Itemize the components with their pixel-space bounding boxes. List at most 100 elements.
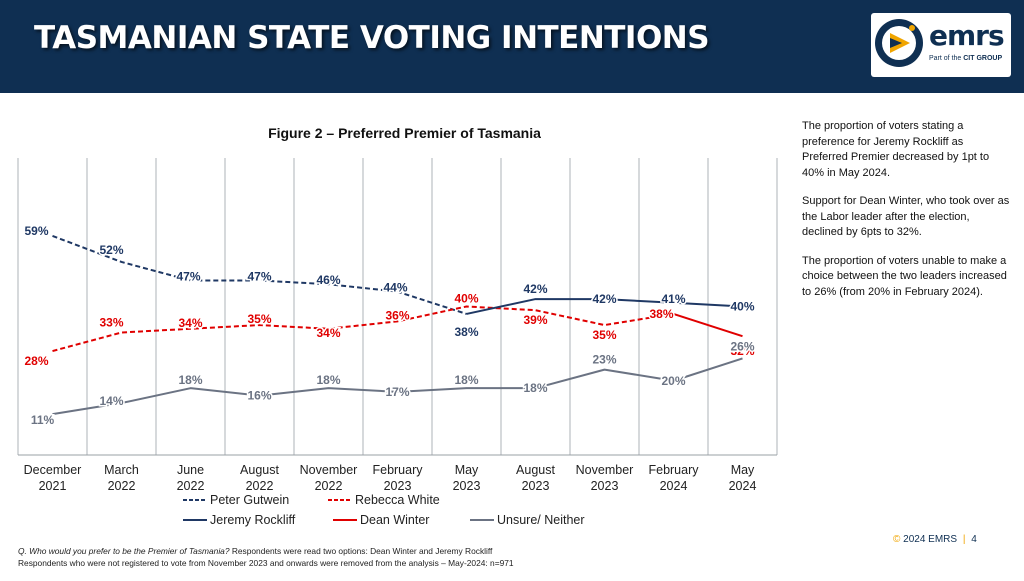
x-tick-label-line: August bbox=[516, 463, 555, 477]
x-tick-label-line: December bbox=[24, 463, 82, 477]
copyright-text: 2024 EMRS bbox=[903, 534, 958, 545]
data-label: 26% bbox=[730, 339, 754, 353]
legend-label: Rebecca White bbox=[355, 493, 440, 507]
x-tick-label: May 2023 bbox=[453, 463, 481, 493]
emrs-logo: emrs Part of the CIT GROUP bbox=[871, 13, 1011, 77]
x-tick-label: August 2022 bbox=[240, 463, 279, 493]
logo-emblem-icon bbox=[875, 19, 923, 67]
series-line-unsure-neither bbox=[52, 357, 743, 416]
data-label: 35% bbox=[592, 328, 616, 342]
commentary-paragraph: The proportion of voters stating a prefe… bbox=[802, 120, 990, 179]
data-label: 59% bbox=[24, 224, 48, 238]
data-label: 34% bbox=[316, 326, 340, 340]
x-tick-label: May 2024 bbox=[729, 463, 757, 493]
legend-label: Dean Winter bbox=[360, 513, 429, 527]
survey-question: Q. Who would you prefer to be the Premie… bbox=[18, 546, 230, 556]
commentary-panel: The proportion of voters stating a prefe… bbox=[802, 119, 1012, 313]
x-tick-label: November 2023 bbox=[576, 463, 634, 493]
chart-title: Figure 2 – Preferred Premier of Tasmania bbox=[268, 125, 541, 141]
data-label: 23% bbox=[592, 353, 616, 367]
x-tick-label-line: May bbox=[731, 463, 755, 477]
data-label: 44% bbox=[383, 281, 407, 295]
x-tick-label-line: February bbox=[648, 463, 699, 477]
x-tick-label: November 2022 bbox=[300, 463, 358, 493]
copyright-symbol: © bbox=[893, 534, 901, 545]
page-footer: © 2024 EMRS | 4 bbox=[893, 534, 977, 545]
x-tick-label: February 2023 bbox=[372, 463, 423, 493]
legend-label: Jeremy Rockliff bbox=[210, 513, 296, 527]
x-tick-label: June 2022 bbox=[177, 463, 205, 493]
x-tick-label-line: 2023 bbox=[591, 479, 619, 493]
legend-label: Unsure/ Neither bbox=[497, 513, 585, 527]
series-line-rebecca-white bbox=[52, 305, 674, 353]
logo-tagline-brand: CIT GROUP bbox=[963, 55, 1003, 62]
data-label: 38% bbox=[649, 307, 673, 321]
x-tick-label-line: March bbox=[104, 463, 139, 477]
data-label: 17% bbox=[385, 385, 409, 399]
data-label: 35% bbox=[247, 312, 271, 326]
commentary-paragraph: Support for Dean Winter, who took over a… bbox=[802, 195, 1010, 238]
x-tick-label: August 2023 bbox=[516, 463, 555, 493]
legend-label: Peter Gutwein bbox=[210, 493, 289, 507]
logo-tagline: Part of the CIT GROUP bbox=[929, 55, 1002, 62]
data-label: 42% bbox=[523, 282, 547, 296]
data-label: 42% bbox=[592, 292, 616, 306]
x-tick-label: February 2024 bbox=[648, 463, 699, 493]
x-tick-label-line: 2023 bbox=[384, 479, 412, 493]
series-line-dean-winter bbox=[673, 312, 743, 338]
data-label: 38% bbox=[454, 325, 478, 339]
data-label: 47% bbox=[176, 270, 200, 284]
footnote-line-2: Respondents who were not registered to v… bbox=[18, 557, 514, 568]
x-tick-label-line: November bbox=[300, 463, 358, 477]
x-tick-label-line: 2022 bbox=[177, 479, 205, 493]
x-tick-label-line: 2024 bbox=[729, 479, 757, 493]
x-tick-label-line: August bbox=[240, 463, 279, 477]
header-banner: TASMANIAN STATE VOTING INTENTIONS emrs P… bbox=[0, 0, 1024, 93]
data-label: 36% bbox=[385, 308, 409, 322]
x-tick-label-line: May bbox=[455, 463, 479, 477]
data-label: 18% bbox=[523, 381, 547, 395]
data-label: 28% bbox=[24, 354, 48, 368]
series-line-jeremy-rockliff bbox=[466, 298, 743, 315]
data-label: 34% bbox=[178, 316, 202, 330]
data-label: 33% bbox=[99, 315, 123, 329]
question-footnote: Q. Who would you prefer to be the Premie… bbox=[18, 546, 514, 569]
logo-wordmark: emrs bbox=[929, 19, 1005, 52]
data-label: 32% bbox=[730, 344, 754, 358]
series-line-peter-gutwein bbox=[52, 235, 467, 315]
x-tick-label-line: 2023 bbox=[453, 479, 481, 493]
data-label: 18% bbox=[178, 373, 202, 387]
data-label: 52% bbox=[99, 243, 123, 257]
x-tick-label-line: 2022 bbox=[108, 479, 136, 493]
data-label: 14% bbox=[99, 394, 123, 408]
data-label: 11% bbox=[31, 413, 55, 427]
data-label: 41% bbox=[661, 292, 685, 306]
data-label: 18% bbox=[454, 373, 478, 387]
x-tick-label-line: 2022 bbox=[246, 479, 274, 493]
data-label: 20% bbox=[661, 374, 685, 388]
data-label: 18% bbox=[316, 373, 340, 387]
footnote-line-1: Q. Who would you prefer to be the Premie… bbox=[18, 546, 514, 558]
x-tick-label-line: 2023 bbox=[522, 479, 550, 493]
logo-tagline-prefix: Part of the bbox=[929, 55, 962, 62]
data-label: 47% bbox=[247, 270, 271, 284]
preferred-premier-chart: Figure 2 – Preferred Premier of Tasmania… bbox=[17, 125, 778, 527]
x-tick-label-line: November bbox=[576, 463, 634, 477]
data-label: 39% bbox=[523, 313, 547, 327]
data-label: 40% bbox=[730, 300, 754, 314]
data-label: 46% bbox=[316, 273, 340, 287]
data-label: 16% bbox=[247, 389, 271, 403]
x-tick-label: December 2021 bbox=[24, 463, 82, 493]
data-label: 40% bbox=[454, 292, 478, 306]
page-number: 4 bbox=[971, 534, 977, 545]
x-tick-label-line: 2024 bbox=[660, 479, 688, 493]
x-tick-label-line: February bbox=[372, 463, 423, 477]
x-tick-label-line: June bbox=[177, 463, 204, 477]
footnote-options: Respondents were read two options: Dean … bbox=[229, 546, 493, 556]
x-tick-label: March 2022 bbox=[104, 463, 139, 493]
commentary-paragraph: The proportion of voters unable to make … bbox=[802, 254, 1007, 298]
x-tick-label-line: 2022 bbox=[315, 479, 343, 493]
footer-divider: | bbox=[962, 534, 966, 545]
page-title: TASMANIAN STATE VOTING INTENTIONS bbox=[34, 20, 710, 56]
x-tick-label-line: 2021 bbox=[39, 479, 67, 493]
